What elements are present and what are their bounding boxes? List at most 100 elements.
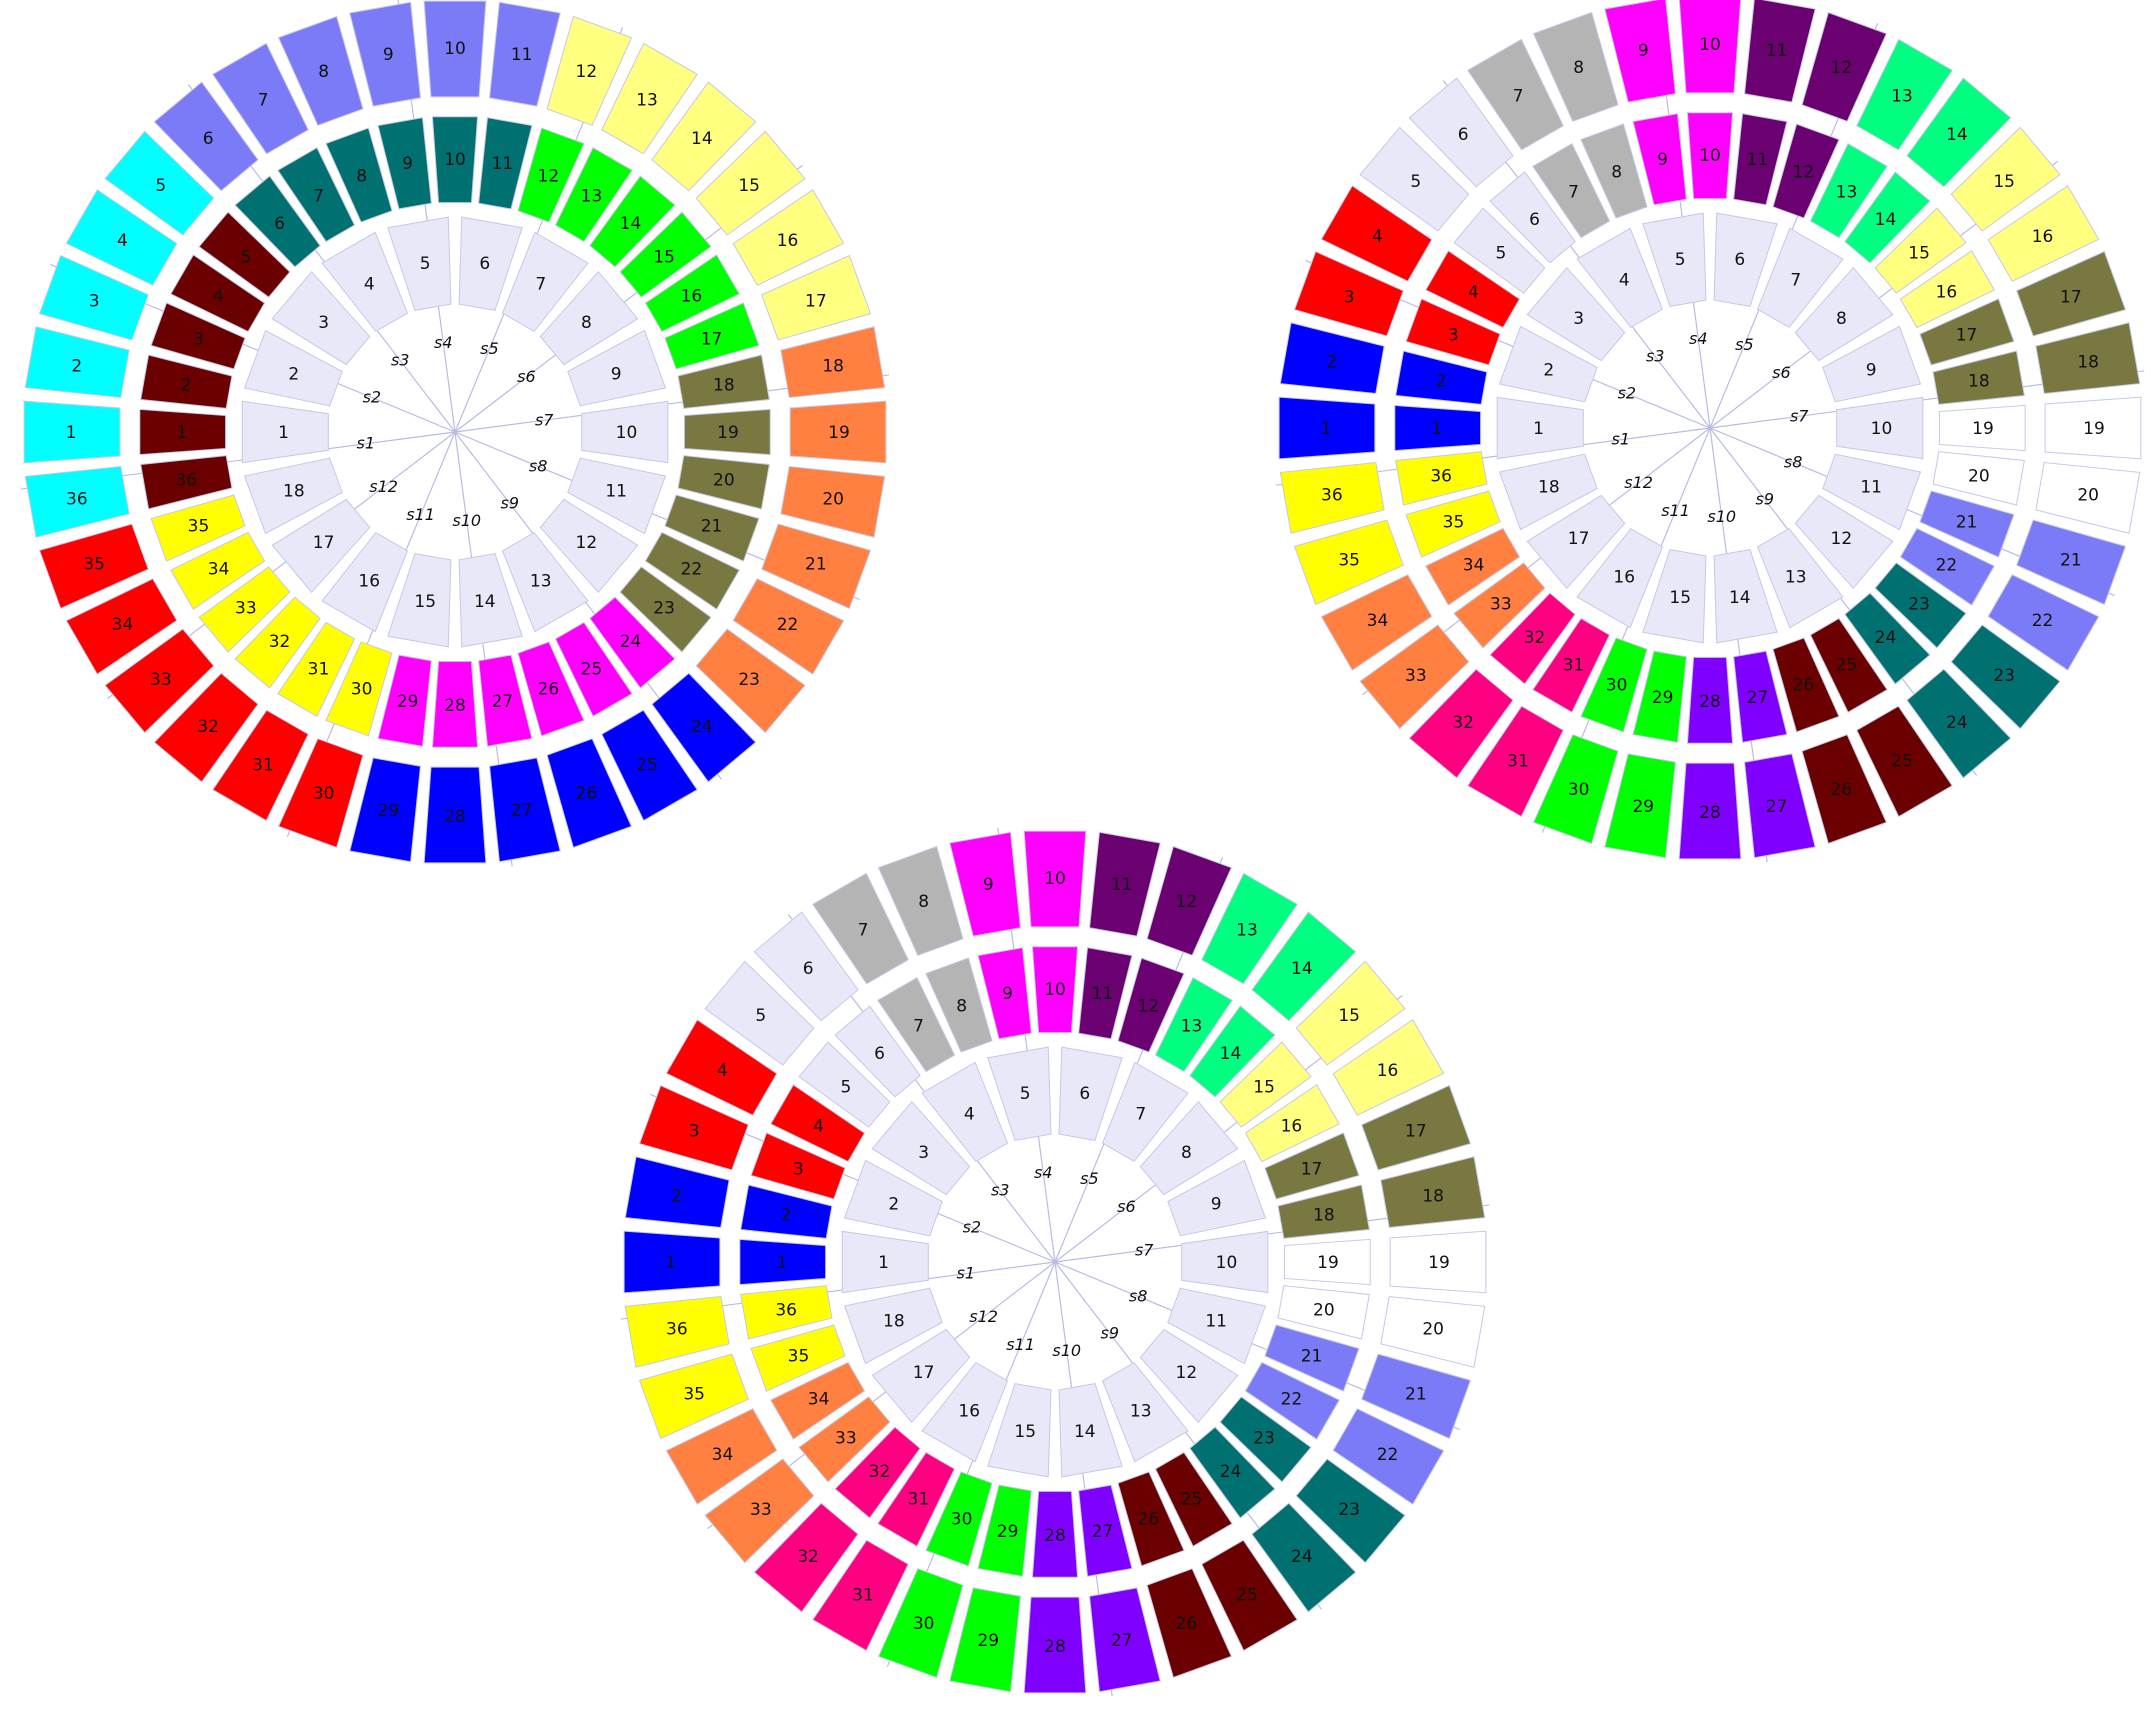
- middle-ring-label: 25: [1181, 1489, 1203, 1509]
- sector-label: s10: [1707, 507, 1736, 526]
- inner-ring-segment: [1713, 549, 1778, 644]
- inner-ring-segment: [987, 1046, 1052, 1141]
- outer-ring-segment: [638, 1353, 749, 1440]
- inner-ring-segment: [871, 1100, 971, 1196]
- middle-ring-segment: [478, 117, 533, 210]
- middle-ring-label: 3: [193, 330, 204, 350]
- middle-ring-segment: [1264, 1324, 1360, 1392]
- inner-ring-label: 2: [288, 364, 299, 384]
- middle-ring-label: 30: [351, 680, 373, 700]
- outer-ring-label: 6: [803, 959, 814, 979]
- outer-ring-segment: [1678, 0, 1742, 94]
- outer-ring-label: 12: [1831, 58, 1853, 78]
- sector-label: s12: [1624, 473, 1653, 492]
- middle-ring-segment: [739, 1238, 827, 1286]
- outer-ring-label: 33: [150, 670, 172, 690]
- middle-ring-label: 21: [701, 516, 723, 536]
- outer-ring-segment: [546, 15, 633, 126]
- inner-ring-label: 16: [958, 1402, 980, 1422]
- inner-ring-segment: [241, 400, 329, 464]
- middle-ring-label: 30: [951, 1510, 973, 1530]
- middle-ring-label: 7: [913, 1017, 924, 1037]
- middle-ring-segment: [478, 654, 533, 747]
- outer-ring-segment: [1359, 126, 1470, 232]
- outer-ring-segment: [65, 578, 178, 675]
- middle-ring-label: 1: [1432, 419, 1443, 439]
- outer-ring-label: 36: [666, 1320, 688, 1340]
- middle-ring-segment: [1489, 592, 1576, 685]
- inner-ring-segment: [458, 216, 523, 311]
- middle-ring-segment: [1919, 490, 2015, 558]
- middle-ring-label: 4: [213, 287, 224, 307]
- outer-ring-segment: [153, 81, 259, 192]
- outer-ring-segment: [1408, 77, 1514, 188]
- middle-ring-label: 5: [1495, 244, 1506, 264]
- middle-ring-label: 7: [1568, 183, 1579, 203]
- outer-ring-segment: [1361, 1353, 1472, 1440]
- outer-ring-label: 4: [1372, 227, 1383, 247]
- middle-ring-label: 34: [208, 560, 230, 580]
- middle-ring-label: 5: [840, 1078, 851, 1098]
- sector-label: s11: [406, 505, 435, 524]
- inner-ring-segment: [1642, 212, 1707, 307]
- outer-ring-label: 10: [1044, 869, 1066, 889]
- outer-ring-segment: [1743, 753, 1816, 859]
- middle-ring-segment: [977, 1484, 1032, 1577]
- middle-ring-segment: [1219, 1041, 1312, 1128]
- inner-ring-segment: [921, 1361, 1009, 1463]
- inner-ring-segment: [1139, 1100, 1239, 1196]
- outer-ring-segment: [877, 1568, 964, 1679]
- middle-ring-segment: [1686, 656, 1734, 744]
- middle-ring-label: 32: [1524, 628, 1546, 648]
- outer-ring-segment: [1389, 1230, 1487, 1294]
- inner-ring-label: 5: [1675, 250, 1686, 270]
- outer-ring-label: 21: [805, 554, 827, 574]
- middle-ring-label: 11: [1747, 150, 1769, 170]
- middle-ring-label: 34: [1463, 556, 1485, 576]
- middle-ring-label: 18: [1968, 372, 1990, 392]
- inner-ring-segment: [1526, 266, 1626, 362]
- sector-label: s5: [1080, 1169, 1099, 1188]
- outer-ring-label: 14: [1946, 125, 1968, 145]
- outer-ring-label: 8: [918, 892, 929, 912]
- outer-ring-label: 28: [1699, 803, 1721, 823]
- inner-ring-label: 8: [1181, 1143, 1192, 1163]
- outer-ring-label: 1: [1321, 419, 1332, 439]
- sector-label: s4: [434, 333, 453, 352]
- sector-label: s10: [1052, 1341, 1081, 1360]
- outer-ring-segment: [38, 523, 149, 610]
- middle-ring-segment: [198, 566, 291, 653]
- outer-ring-segment: [212, 42, 309, 155]
- outer-ring-segment: [1467, 38, 1564, 151]
- outer-ring-label: 25: [636, 756, 658, 776]
- inner-ring-label: 8: [1836, 309, 1847, 329]
- outer-ring-segment: [1251, 1502, 1357, 1613]
- middle-ring-label: 18: [713, 376, 735, 396]
- inner-ring-segment: [567, 457, 667, 535]
- middle-ring-segment: [1395, 451, 1488, 506]
- inner-ring-segment: [501, 531, 589, 633]
- inner-ring-label: 7: [1790, 270, 1801, 290]
- outer-ring-label: 5: [1410, 172, 1421, 192]
- middle-ring-segment: [1932, 451, 2025, 506]
- outer-ring-segment: [1906, 77, 2012, 188]
- middle-ring-label: 3: [1448, 326, 1459, 346]
- outer-ring-segment: [1906, 668, 2012, 779]
- middle-ring-segment: [1189, 1005, 1276, 1098]
- outer-ring-segment: [349, 757, 422, 863]
- outer-ring-label: 13: [1236, 920, 1258, 940]
- middle-ring-segment: [1453, 562, 1546, 649]
- middle-ring-label: 14: [620, 214, 642, 234]
- outer-ring-segment: [153, 672, 259, 783]
- middle-ring-label: 21: [1301, 1346, 1323, 1366]
- middle-ring-label: 10: [1699, 146, 1721, 166]
- outer-ring-label: 35: [1338, 550, 1360, 570]
- outer-ring-segment: [349, 1, 422, 107]
- middle-ring-segment: [198, 211, 291, 298]
- outer-ring-segment: [1801, 11, 1888, 122]
- inner-ring-segment: [921, 1061, 1009, 1163]
- outer-ring-label: 19: [1428, 1253, 1450, 1273]
- inner-ring-segment: [501, 231, 589, 333]
